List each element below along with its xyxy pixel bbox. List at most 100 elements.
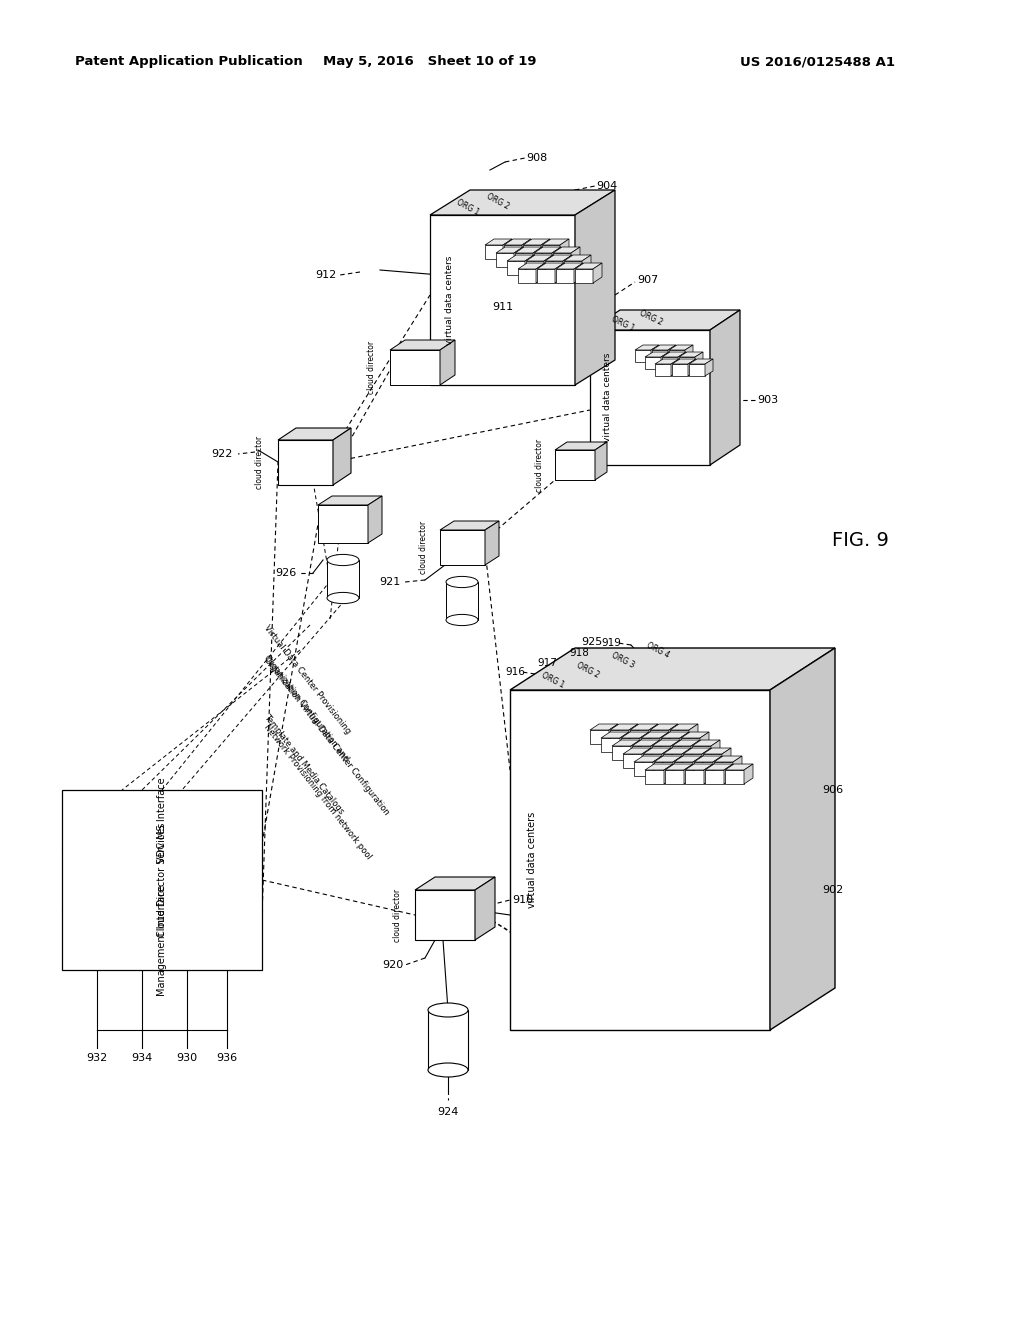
Text: 936: 936 (216, 1053, 238, 1063)
Polygon shape (590, 730, 609, 744)
Polygon shape (674, 756, 702, 762)
Polygon shape (590, 310, 740, 330)
Ellipse shape (446, 577, 478, 587)
Polygon shape (643, 754, 662, 768)
Polygon shape (545, 261, 563, 275)
Polygon shape (680, 733, 689, 752)
Polygon shape (390, 341, 455, 350)
Polygon shape (663, 748, 691, 754)
Text: 917: 917 (537, 657, 557, 668)
Polygon shape (440, 341, 455, 385)
Polygon shape (671, 741, 680, 760)
Polygon shape (670, 723, 698, 730)
Polygon shape (652, 746, 671, 760)
Polygon shape (634, 762, 653, 776)
Polygon shape (711, 741, 720, 760)
Polygon shape (655, 364, 671, 376)
Ellipse shape (428, 1003, 468, 1016)
Polygon shape (635, 345, 659, 350)
Text: ORG 4: ORG 4 (645, 640, 671, 660)
Polygon shape (705, 770, 724, 784)
Text: 904: 904 (596, 181, 617, 191)
Text: cloud director: cloud director (392, 888, 401, 941)
Polygon shape (542, 246, 560, 259)
Polygon shape (575, 190, 615, 385)
Polygon shape (612, 741, 640, 746)
Polygon shape (631, 741, 640, 760)
Text: ORG 1: ORG 1 (455, 197, 480, 216)
Polygon shape (575, 269, 593, 282)
Polygon shape (485, 521, 499, 565)
Polygon shape (685, 770, 705, 784)
Polygon shape (632, 746, 651, 760)
Polygon shape (655, 359, 679, 364)
Polygon shape (645, 352, 669, 356)
Polygon shape (705, 764, 713, 784)
Polygon shape (278, 440, 333, 484)
Polygon shape (665, 764, 693, 770)
Polygon shape (590, 330, 710, 465)
Polygon shape (710, 310, 740, 465)
Polygon shape (534, 247, 561, 253)
Polygon shape (660, 733, 669, 752)
Polygon shape (640, 733, 649, 752)
Polygon shape (725, 770, 744, 784)
Text: virtual data centers: virtual data centers (445, 255, 455, 345)
Polygon shape (560, 239, 569, 259)
Polygon shape (702, 748, 711, 768)
Polygon shape (630, 723, 658, 730)
Text: cloud director: cloud director (256, 436, 264, 488)
Text: Patent Application Publication: Patent Application Publication (75, 55, 303, 69)
Text: 930: 930 (176, 1053, 198, 1063)
Polygon shape (634, 756, 662, 762)
Text: US 2016/0125488 A1: US 2016/0125488 A1 (740, 55, 895, 69)
Polygon shape (590, 723, 618, 730)
Polygon shape (526, 261, 544, 275)
Polygon shape (515, 247, 542, 253)
Polygon shape (703, 754, 722, 768)
Polygon shape (515, 253, 534, 267)
Polygon shape (669, 350, 685, 362)
Polygon shape (654, 762, 673, 776)
Polygon shape (318, 496, 382, 506)
Polygon shape (510, 690, 770, 1030)
Text: 922: 922 (211, 449, 232, 459)
Polygon shape (733, 756, 742, 776)
Polygon shape (645, 770, 664, 784)
Text: virtual data centers: virtual data centers (603, 352, 612, 442)
Polygon shape (62, 789, 262, 970)
Polygon shape (722, 748, 731, 768)
Polygon shape (440, 521, 499, 531)
Polygon shape (593, 263, 602, 282)
Text: Organization Configuration and: Organization Configuration and (262, 653, 350, 763)
Ellipse shape (327, 593, 359, 603)
Polygon shape (485, 246, 503, 259)
Polygon shape (654, 756, 682, 762)
Polygon shape (681, 733, 709, 738)
Polygon shape (679, 352, 703, 356)
Polygon shape (662, 352, 686, 356)
Polygon shape (504, 246, 522, 259)
Ellipse shape (327, 554, 359, 565)
Text: 919: 919 (601, 638, 621, 648)
Polygon shape (685, 764, 713, 770)
Polygon shape (440, 531, 485, 565)
Polygon shape (278, 428, 351, 440)
Polygon shape (672, 746, 691, 760)
Text: 902: 902 (822, 884, 844, 895)
Text: 907: 907 (637, 275, 658, 285)
Polygon shape (664, 764, 673, 784)
Polygon shape (526, 255, 553, 261)
Polygon shape (610, 723, 638, 730)
Polygon shape (683, 748, 711, 754)
Polygon shape (555, 450, 595, 480)
Text: cloud director: cloud director (536, 438, 545, 491)
Polygon shape (681, 738, 700, 752)
Ellipse shape (446, 614, 478, 626)
Polygon shape (510, 648, 835, 690)
Polygon shape (496, 253, 514, 267)
Polygon shape (523, 239, 550, 246)
Text: 910: 910 (512, 895, 534, 906)
Polygon shape (645, 356, 662, 370)
Polygon shape (601, 738, 620, 752)
